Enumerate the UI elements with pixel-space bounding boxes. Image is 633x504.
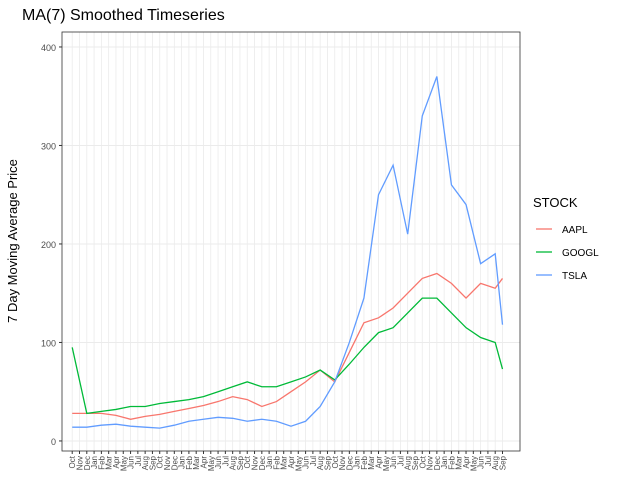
- x-tick-label: Mar: [280, 456, 289, 470]
- x-tick-label: May: [469, 456, 478, 471]
- x-tick-label: Mar: [192, 456, 201, 470]
- x-tick-label: Jan: [265, 456, 274, 469]
- x-tick-label: Mar: [105, 456, 114, 470]
- x-tick-label: Sep: [148, 455, 157, 470]
- x-tick-label: Apr: [112, 456, 121, 469]
- x-tick-label: Feb: [360, 455, 369, 469]
- x-tick-label: Jul: [309, 456, 318, 466]
- x-tick-label: Feb: [185, 455, 194, 469]
- chart-title: MA(7) Smoothed Timeseries: [22, 7, 225, 24]
- x-tick-label: Sep: [236, 455, 245, 470]
- x-tick-label: May: [294, 456, 303, 471]
- x-tick-label: Mar: [367, 456, 376, 470]
- x-tick-label: Jun: [389, 456, 398, 469]
- x-tick-label: Jan: [440, 456, 449, 469]
- x-tick-label: Apr: [199, 456, 208, 469]
- x-tick-label: Dec: [433, 456, 442, 470]
- y-axis-label: 7 Day Moving Average Price: [5, 159, 20, 323]
- legend-label: AAPL: [562, 225, 588, 236]
- x-tick-label: Feb: [447, 455, 456, 469]
- x-tick-label: Nov: [338, 456, 347, 470]
- x-tick-label: Jun: [477, 456, 486, 469]
- series-line: [71, 297, 504, 415]
- x-tick-label: Nov: [76, 456, 85, 470]
- x-tick-label: Feb: [97, 455, 106, 469]
- x-tick-label: Jul: [221, 456, 230, 466]
- x-tick-label: Jun: [127, 456, 136, 469]
- x-tick-label: Sep: [411, 455, 420, 470]
- legend-label: TSLA: [562, 271, 587, 282]
- series-line: [72, 272, 504, 420]
- x-tick-label: Jan: [90, 456, 99, 469]
- x-tick-label: Apr: [462, 456, 471, 469]
- x-tick-label: May: [119, 456, 128, 471]
- x-tick-label: Aug: [141, 456, 150, 470]
- legend-label: GOOGL: [562, 248, 599, 259]
- x-tick-label: May: [207, 456, 216, 471]
- panel-border: [61, 31, 521, 452]
- x-tick-label: Nov: [163, 456, 172, 470]
- x-tick-label: Aug: [316, 456, 325, 470]
- x-tick-label: Feb: [272, 455, 281, 469]
- y-tick-label: 400: [41, 43, 56, 53]
- y-tick-label: 100: [41, 338, 56, 348]
- x-tick-label: Sep: [498, 455, 507, 470]
- x-tick-label: Jun: [302, 456, 311, 469]
- x-tick-label: Oct: [156, 455, 165, 468]
- x-tick-label: Dec: [170, 456, 179, 470]
- x-tick-label: Dec: [345, 456, 354, 470]
- x-tick-label: Aug: [491, 456, 500, 470]
- y-tick-label: 0: [51, 437, 56, 447]
- x-tick-label: Sep: [323, 455, 332, 470]
- x-tick-label: Oct: [243, 455, 252, 468]
- y-tick-label: 200: [41, 240, 56, 250]
- x-tick-label: Nov: [426, 456, 435, 470]
- x-tick-label: Apr: [287, 456, 296, 469]
- legend-title: STOCK: [533, 195, 578, 210]
- x-tick-label: Jun: [214, 456, 223, 469]
- x-tick-label: Dec: [258, 456, 267, 470]
- x-tick-label: Oct: [418, 455, 427, 468]
- x-tick-label: Apr: [375, 456, 384, 469]
- x-tick-label: Oct: [68, 455, 77, 468]
- x-tick-label: Aug: [229, 456, 238, 470]
- series-line: [72, 76, 504, 429]
- x-tick-label: Jan: [178, 456, 187, 469]
- y-tick-label: 300: [41, 141, 56, 151]
- x-tick-label: Jul: [484, 456, 493, 466]
- x-tick-label: Oct: [331, 455, 340, 468]
- x-tick-label: Jul: [134, 456, 143, 466]
- x-tick-label: Aug: [404, 456, 413, 470]
- x-tick-label: Nov: [251, 456, 260, 470]
- x-tick-label: Jan: [353, 456, 362, 469]
- x-tick-label: Mar: [455, 456, 464, 470]
- x-tick-label: Dec: [83, 456, 92, 470]
- x-tick-label: May: [382, 456, 391, 471]
- x-tick-label: Jul: [396, 456, 405, 466]
